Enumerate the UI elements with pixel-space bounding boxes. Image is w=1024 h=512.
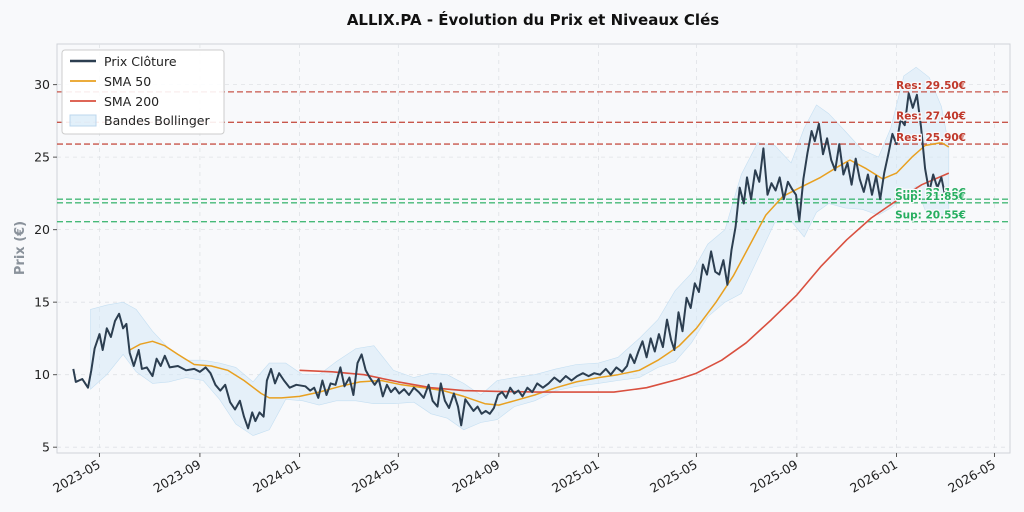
resistance-level-label: Res: 27.40€ — [896, 110, 966, 122]
x-tick-label: 2023-05 — [50, 457, 103, 496]
x-tick-label: 2025-09 — [748, 457, 801, 496]
y-tick-label: 25 — [34, 150, 50, 165]
x-tick-label: 2024-01 — [250, 457, 303, 496]
y-axis-label: Prix (€) — [13, 221, 28, 275]
y-tick-label: 10 — [34, 367, 50, 382]
x-tick-label: 2023-09 — [151, 457, 204, 496]
sma200-line — [299, 172, 950, 393]
legend-swatch-bollinger — [69, 114, 97, 127]
support-level-label: Sup: 20.55€ — [895, 210, 966, 222]
sma50-line — [129, 141, 950, 406]
bollinger-band-area — [90, 66, 950, 436]
legend-label-close: Prix Clôture — [104, 54, 177, 69]
resistance-level-label: Res: 25.90€ — [896, 132, 966, 144]
key-levels — [57, 91, 1010, 223]
support-level-label: Sup: 22.10€ — [895, 187, 966, 199]
y-tick-label: 30 — [34, 77, 50, 92]
level-labels: Res: 29.50€ Res: 27.40€ Res: 25.90€ Sup: 22… — [894, 79, 967, 223]
y-tick-label: 5 — [42, 440, 50, 455]
legend: Prix Clôture SMA 50 SMA 200 Bandes Bolli… — [61, 49, 225, 135]
support-level-label: Sup: 21.85€ — [895, 191, 966, 203]
price-series — [72, 92, 950, 430]
legend-label-sma200: SMA 200 — [104, 94, 159, 109]
close-price-line — [72, 92, 950, 430]
resistance-level-label: Res: 29.50€ — [896, 80, 966, 92]
x-tick-label: 2025-05 — [647, 457, 700, 496]
x-tick-label: 2026-01 — [847, 457, 900, 496]
legend-label-sma50: SMA 50 — [104, 74, 151, 89]
x-tick-label: 2024-05 — [349, 457, 402, 496]
x-tick-label: 2026-05 — [945, 457, 998, 496]
chart-title: ALLIX.PA - Évolution du Prix et Niveaux … — [347, 10, 719, 29]
y-tick-label: 20 — [34, 222, 50, 237]
x-tick-label: 2025-01 — [549, 457, 602, 496]
x-tick-label: 2024-09 — [450, 457, 503, 496]
bollinger-bands — [90, 66, 950, 436]
legend-label-bollinger: Bandes Bollinger — [104, 113, 210, 128]
legend-box — [61, 49, 225, 135]
y-tick-label: 15 — [34, 295, 50, 310]
